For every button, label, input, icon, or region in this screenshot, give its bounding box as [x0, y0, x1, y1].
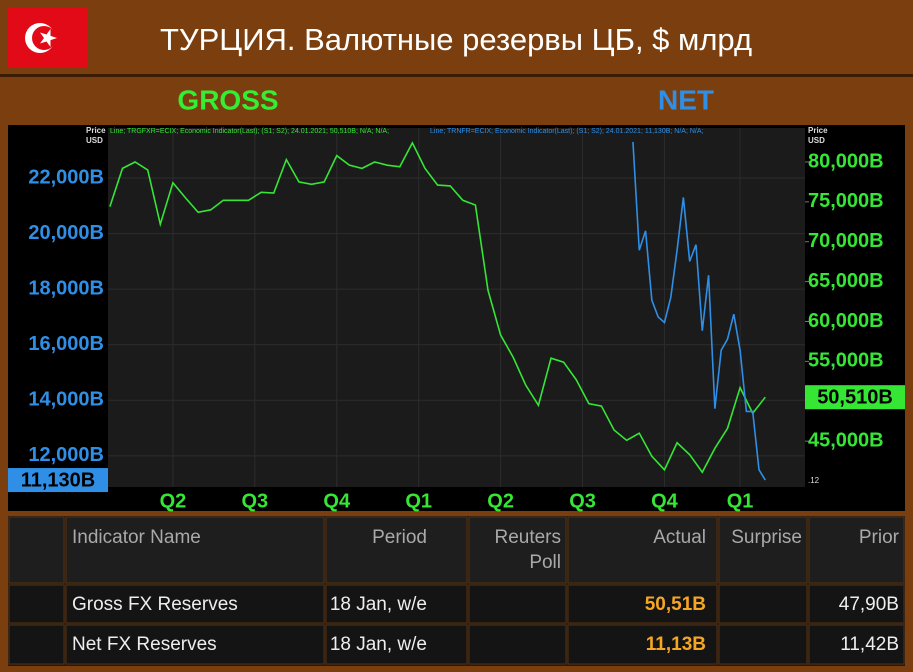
y2-tick-label: 55,000B	[808, 350, 884, 372]
legend-entry: Line; TRGFXR=ECIX; Economic Indicator(La…	[110, 128, 389, 135]
y2-tick-label: 75,000B	[808, 190, 884, 212]
column-header: Actual	[653, 527, 706, 548]
table-cell-text: 11,42B	[840, 634, 899, 655]
table-cell-text: Gross FX Reserves	[72, 594, 238, 615]
x-tick-label: Q3	[241, 490, 268, 512]
y-tick-label: 22,000B	[28, 166, 104, 188]
y-tick-label: 20,000B	[28, 222, 104, 244]
table-cell	[65, 584, 325, 624]
value-label: 50,510B	[817, 386, 893, 408]
table-cell	[718, 584, 808, 624]
net-label: NET	[658, 84, 714, 115]
column-header: Poll	[529, 552, 561, 573]
x-tick-label: Q1	[405, 490, 432, 512]
table-cell	[468, 516, 567, 584]
y2-tick-label: 65,000B	[808, 270, 884, 292]
x-tick-label: Q4	[323, 490, 351, 512]
y2-tick-label: 60,000B	[808, 310, 884, 332]
legend-entry: Line; TRNFR=ECIX; Economic Indicator(Las…	[430, 128, 704, 135]
y-tick-label: 16,000B	[28, 333, 104, 355]
table-cell-text: 18 Jan, w/e	[330, 594, 427, 615]
title: ТУРЦИЯ. Валютные резервы ЦБ, $ млрд	[160, 22, 752, 57]
table-cell	[65, 624, 325, 665]
y-tick-label: 18,000B	[28, 277, 104, 299]
series-line	[632, 141, 766, 481]
value-label-box	[8, 468, 108, 493]
table-cell	[808, 584, 905, 624]
axis-label: Price	[86, 126, 106, 135]
plot-area	[108, 128, 805, 487]
axis-label: USD	[86, 136, 103, 145]
table-cell	[8, 584, 65, 624]
x-tick-label: Q3	[569, 490, 596, 512]
flag	[8, 8, 88, 68]
table-cell	[65, 516, 325, 584]
x-tick-label: Q2	[160, 490, 187, 512]
column-header: Prior	[859, 527, 900, 548]
table-cell	[325, 516, 468, 584]
y-tick-label: 12,000B	[28, 444, 104, 466]
table-cell-text: Net FX Reserves	[72, 634, 217, 655]
x-tick-label: Q4	[651, 490, 679, 512]
axis-label: USD	[808, 136, 825, 145]
x-tick-label: Q2	[487, 490, 514, 512]
table-cell	[718, 624, 808, 665]
y-tick-label: 14,000B	[28, 389, 104, 411]
column-header: Reuters	[494, 527, 561, 548]
table-cell	[325, 584, 468, 624]
table-cell	[468, 624, 567, 665]
table-cell-text: 18 Jan, w/e	[330, 634, 427, 655]
y2-tick-label: 80,000B	[808, 150, 884, 172]
divider	[0, 74, 913, 77]
table-cell	[468, 584, 567, 624]
table-cell	[567, 584, 718, 624]
x-tick-label: Q1	[727, 490, 754, 512]
table-cell	[808, 624, 905, 665]
table-cell	[567, 624, 718, 665]
table-cell	[718, 516, 808, 584]
table-cell	[8, 516, 65, 584]
table-cell	[325, 624, 468, 665]
series-line	[109, 141, 766, 474]
table-cell-text: 50,51B	[645, 594, 706, 615]
y2-tick-label: 70,000B	[808, 230, 884, 252]
y2-tick-label: 45,000B	[808, 429, 884, 451]
corner-label: .12	[808, 476, 820, 485]
gross-label: GROSS	[177, 84, 278, 115]
column-header: Period	[372, 527, 427, 548]
table-cell-text: 47,90B	[839, 594, 899, 615]
table-cell-text: 11,13B	[646, 634, 706, 655]
column-header: Indicator Name	[72, 527, 201, 548]
table-cell	[567, 516, 718, 584]
column-header: Surprise	[731, 527, 802, 548]
axis-label: Price	[808, 126, 828, 135]
table-cell	[808, 516, 905, 584]
value-label: 11,130B	[21, 469, 96, 491]
value-label-box	[805, 385, 905, 410]
table-cell	[8, 624, 65, 665]
